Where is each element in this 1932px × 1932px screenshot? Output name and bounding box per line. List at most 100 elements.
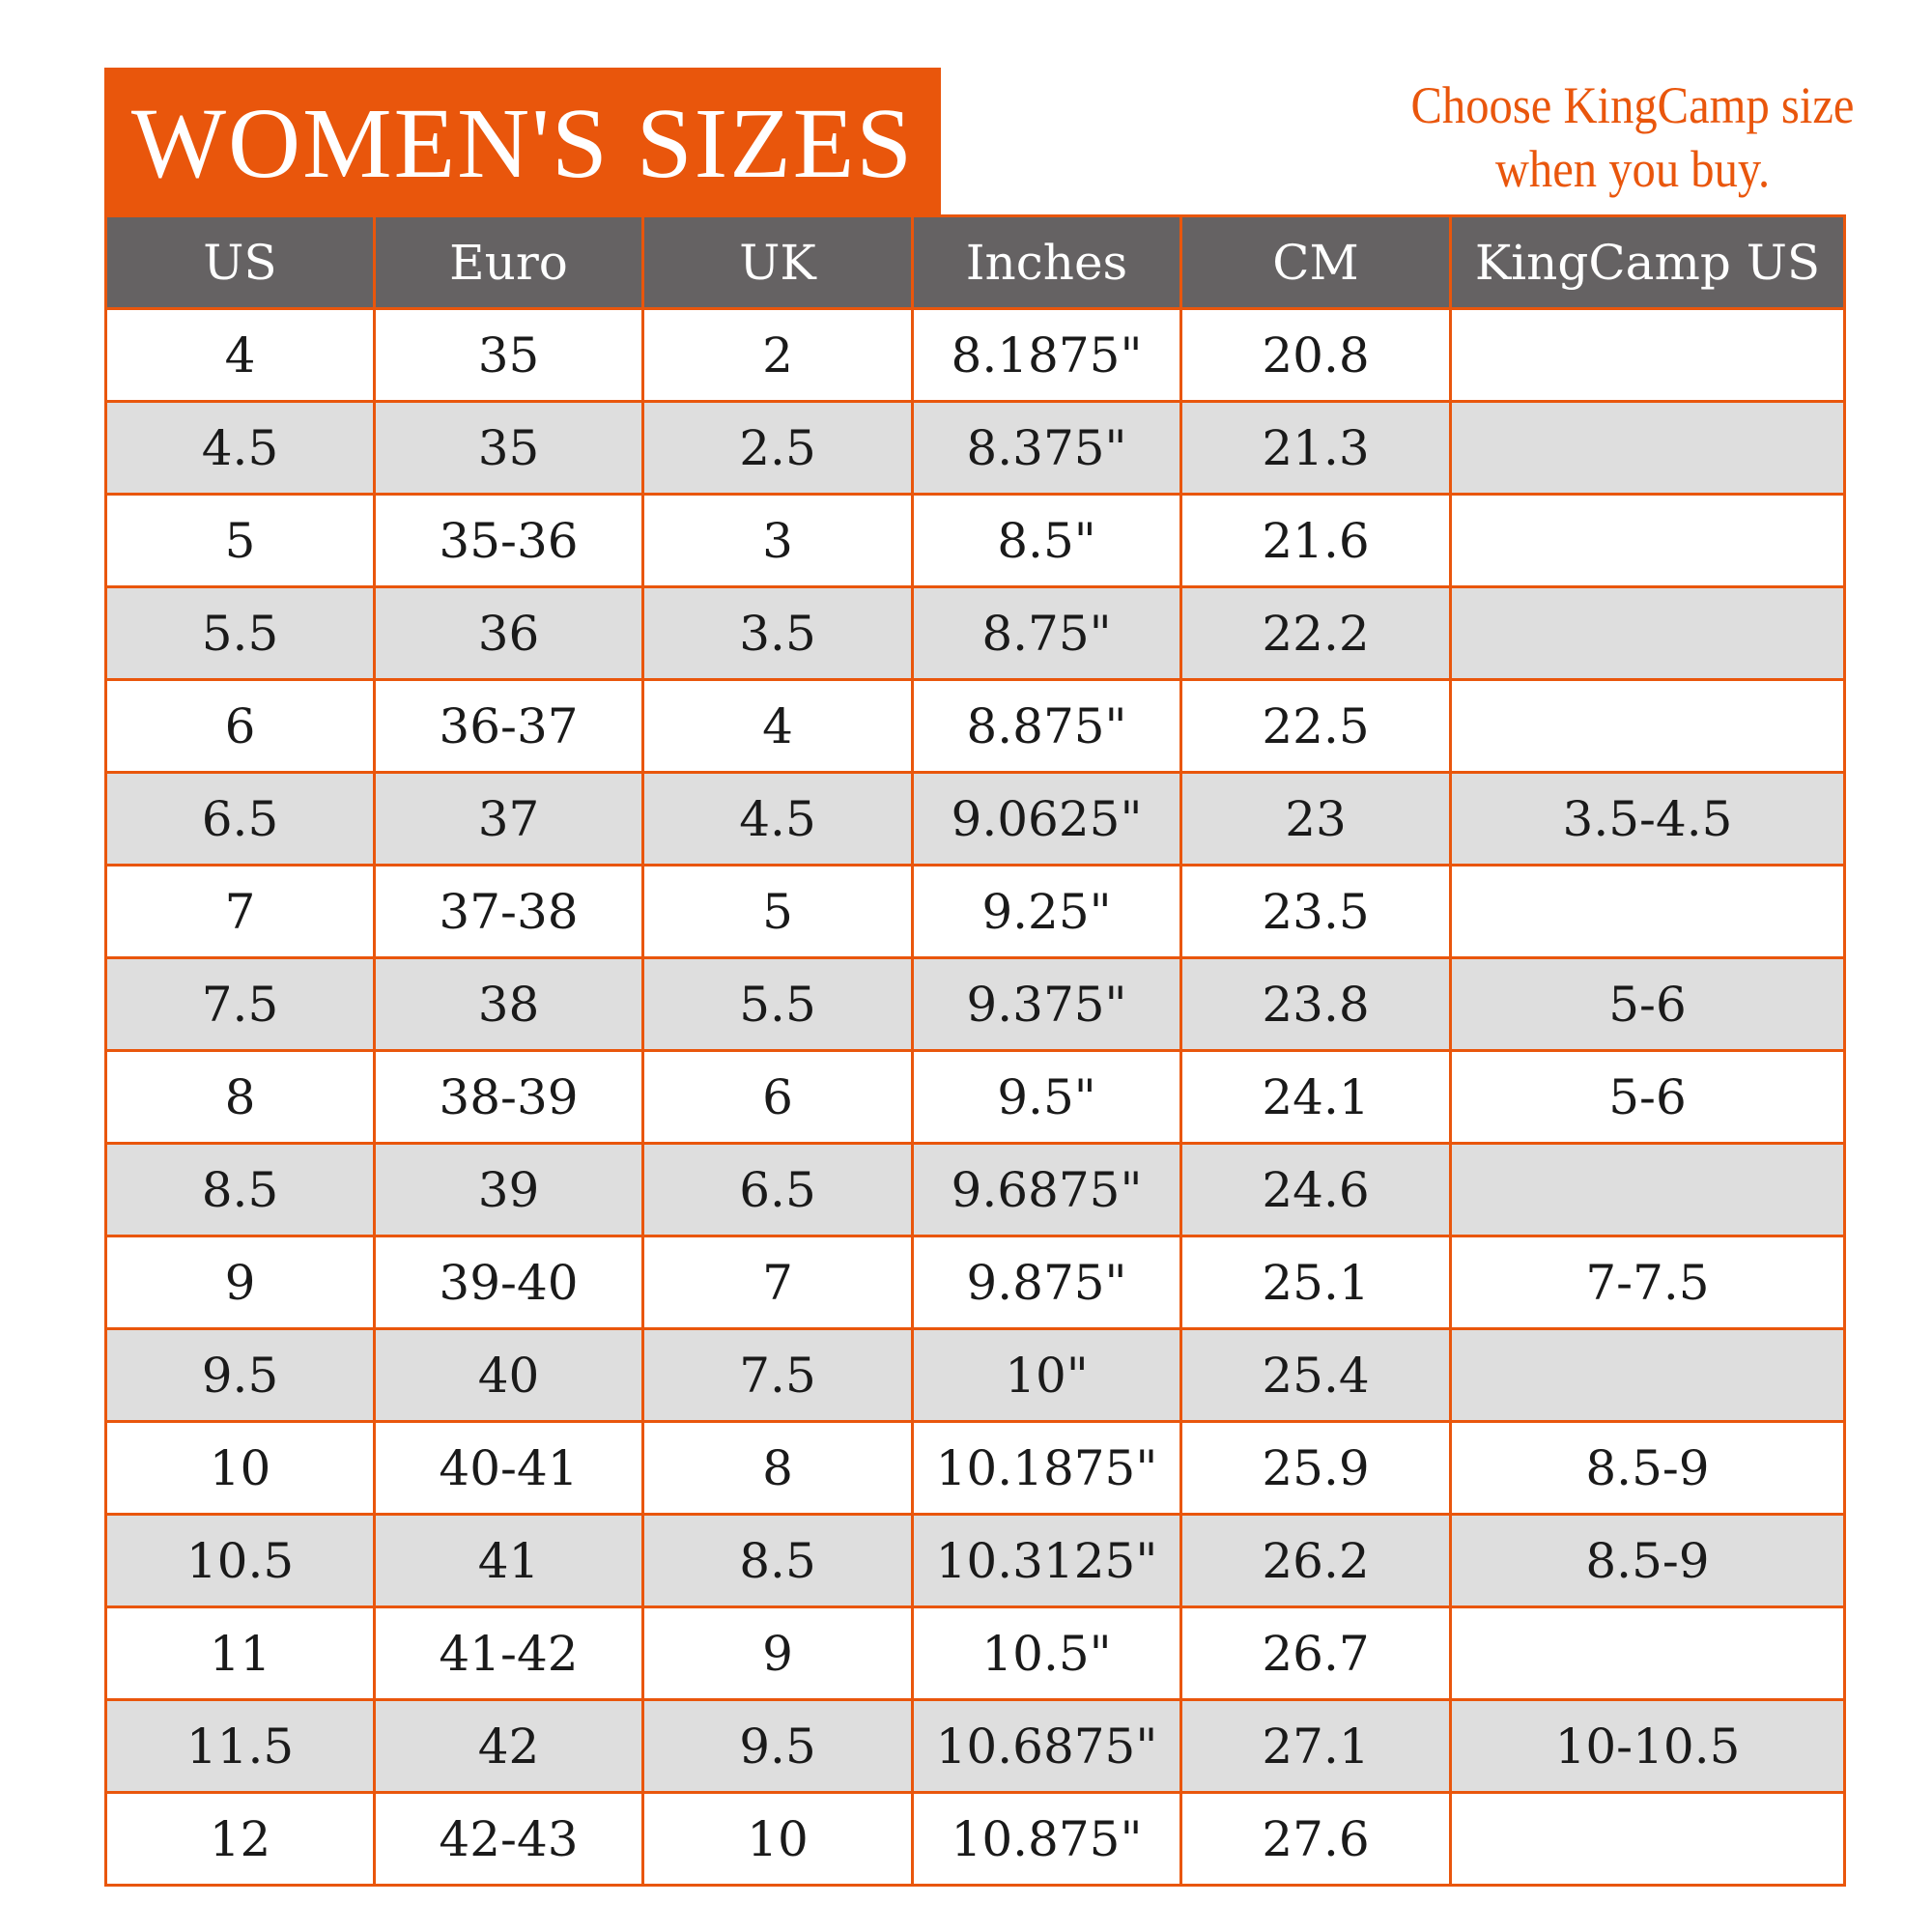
table-row: 10.5 41 8.5 10.3125" 26.2 8.5-9: [104, 1513, 1846, 1608]
table-row: 4 35 2 8.1875" 20.8: [104, 307, 1846, 403]
table-row: 6.5 37 4.5 9.0625" 23 3.5-4.5: [104, 771, 1846, 867]
table-cell: 6.5: [104, 771, 376, 867]
table-row: 5 35-36 3 8.5" 21.6: [104, 493, 1846, 588]
table-cell: 23.5: [1179, 864, 1452, 959]
table-cell: 9.0625": [911, 771, 1182, 867]
table-cell: 9.875": [911, 1235, 1182, 1330]
table-cell: 9.6875": [911, 1142, 1182, 1237]
table-cell: [1449, 493, 1846, 588]
table-cell: 5.5: [641, 956, 914, 1052]
table-cell: 8: [104, 1049, 376, 1145]
table-cell: 10: [104, 1420, 376, 1516]
column-header: Euro: [373, 214, 644, 310]
table-cell: 7-7.5: [1449, 1235, 1846, 1330]
table-body: 4 35 2 8.1875" 20.8 4.5 35 2.5 8.375" 21.3 5 35-36 3…: [104, 307, 1846, 1887]
kingcamp-note: Choose KingCamp size when you buy.: [1398, 73, 1867, 201]
table-cell: 27.1: [1179, 1698, 1452, 1794]
table-cell: 9: [641, 1605, 914, 1701]
table-cell: 26.2: [1179, 1513, 1452, 1608]
table-cell: 8.75": [911, 585, 1182, 681]
table-cell: 9.25": [911, 864, 1182, 959]
table-cell: 40: [373, 1327, 644, 1423]
table-cell: 9.5: [641, 1698, 914, 1794]
table-cell: 9.5": [911, 1049, 1182, 1145]
table-cell: [1449, 585, 1846, 681]
table-cell: 2: [641, 307, 914, 403]
table-cell: 8.5: [104, 1142, 376, 1237]
table-cell: 6.5: [641, 1142, 914, 1237]
table-cell: 41: [373, 1513, 644, 1608]
table-cell: [1449, 400, 1846, 496]
table-cell: 21.6: [1179, 493, 1452, 588]
table-cell: 4: [104, 307, 376, 403]
table-cell: 42-43: [373, 1791, 644, 1887]
table-row: 7 37-38 5 9.25" 23.5: [104, 864, 1846, 959]
page-title: WOMEN'S SIZES: [130, 88, 915, 199]
table-cell: 3.5: [641, 585, 914, 681]
table-cell: 35: [373, 400, 644, 496]
column-header: Inches: [911, 214, 1182, 310]
table-row: 8 38-39 6 9.5" 24.1 5-6: [104, 1049, 1846, 1145]
table-cell: 8.1875": [911, 307, 1182, 403]
table-cell: 5-6: [1449, 956, 1846, 1052]
table-row: 8.5 39 6.5 9.6875" 24.6: [104, 1142, 1846, 1237]
table-cell: 5: [641, 864, 914, 959]
table-cell: 4: [641, 678, 914, 774]
table-cell: [1449, 307, 1846, 403]
table-cell: 10.1875": [911, 1420, 1182, 1516]
table-cell: 7: [641, 1235, 914, 1330]
table-cell: 39: [373, 1142, 644, 1237]
table-cell: 10.5: [104, 1513, 376, 1608]
table-cell: 10.5": [911, 1605, 1182, 1701]
table-cell: 35: [373, 307, 644, 403]
table-cell: 8.5-9: [1449, 1513, 1846, 1608]
table-cell: 41-42: [373, 1605, 644, 1701]
table-cell: 2.5: [641, 400, 914, 496]
table-cell: 24.1: [1179, 1049, 1452, 1145]
table-cell: 5-6: [1449, 1049, 1846, 1145]
table-cell: 4.5: [641, 771, 914, 867]
table-row: 11 41-42 9 10.5" 26.7: [104, 1605, 1846, 1701]
table-cell: [1449, 864, 1846, 959]
table-row: 6 36-37 4 8.875" 22.5: [104, 678, 1846, 774]
table-cell: 23: [1179, 771, 1452, 867]
table-cell: [1449, 1791, 1846, 1887]
size-table: US Euro UK Inches CM KingCamp US 4 35 2 8.1…: [104, 214, 1846, 1887]
table-cell: 23.8: [1179, 956, 1452, 1052]
table-row: 9 39-40 7 9.875" 25.1 7-7.5: [104, 1235, 1846, 1330]
table-cell: 10: [641, 1791, 914, 1887]
column-header: CM: [1179, 214, 1452, 310]
table-cell: 25.4: [1179, 1327, 1452, 1423]
table-cell: 22.2: [1179, 585, 1452, 681]
table-cell: 4.5: [104, 400, 376, 496]
table-cell: [1449, 1142, 1846, 1237]
table-cell: 7.5: [641, 1327, 914, 1423]
table-cell: 25.1: [1179, 1235, 1452, 1330]
table-cell: 38-39: [373, 1049, 644, 1145]
table-row: 4.5 35 2.5 8.375" 21.3: [104, 400, 1846, 496]
table-cell: 25.9: [1179, 1420, 1452, 1516]
table-cell: 8.5-9: [1449, 1420, 1846, 1516]
table-cell: 40-41: [373, 1420, 644, 1516]
table-cell: 24.6: [1179, 1142, 1452, 1237]
table-cell: 26.7: [1179, 1605, 1452, 1701]
table-cell: [1449, 678, 1846, 774]
table-cell: 7.5: [104, 956, 376, 1052]
table-cell: 37-38: [373, 864, 644, 959]
column-header: UK: [641, 214, 914, 310]
table-cell: 10.3125": [911, 1513, 1182, 1608]
table-cell: 22.5: [1179, 678, 1452, 774]
table-cell: 5.5: [104, 585, 376, 681]
table-cell: 3.5-4.5: [1449, 771, 1846, 867]
table-cell: 10-10.5: [1449, 1698, 1846, 1794]
table-cell: 8.875": [911, 678, 1182, 774]
table-row: 9.5 40 7.5 10" 25.4: [104, 1327, 1846, 1423]
table-cell: [1449, 1605, 1846, 1701]
table-cell: 8.5: [641, 1513, 914, 1608]
column-header: KingCamp US: [1449, 214, 1846, 310]
table-cell: 36-37: [373, 678, 644, 774]
table-row: 11.5 42 9.5 10.6875" 27.1 10-10.5: [104, 1698, 1846, 1794]
column-header: US: [104, 214, 376, 310]
table-cell: 20.8: [1179, 307, 1452, 403]
table-cell: 5: [104, 493, 376, 588]
